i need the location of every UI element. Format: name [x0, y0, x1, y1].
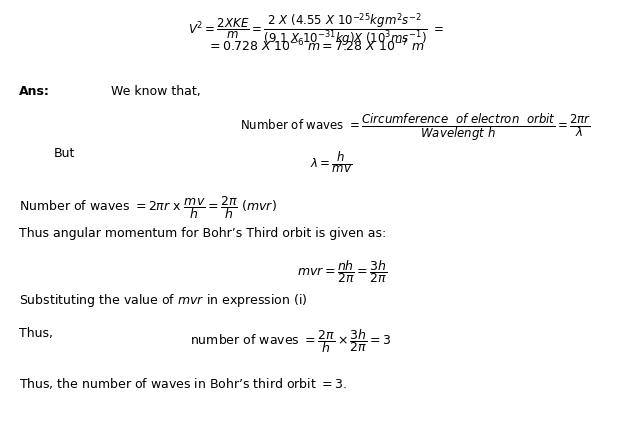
Text: $\mathit{mvr} = \dfrac{nh}{2\pi} = \dfrac{3h}{2\pi}$: $\mathit{mvr} = \dfrac{nh}{2\pi} = \dfra…	[297, 258, 387, 285]
Text: But: But	[54, 147, 75, 160]
Text: Substituting the value of $\mathit{mvr}$ in expression (i): Substituting the value of $\mathit{mvr}$…	[19, 292, 307, 309]
Text: Number of waves $= \dfrac{\mathit{Circumference\ \ of\ electron\ \ orbit}}{\math: Number of waves $= \dfrac{\mathit{Circum…	[240, 112, 592, 142]
Text: $\lambda = \dfrac{h}{mv}$: $\lambda = \dfrac{h}{mv}$	[310, 150, 352, 175]
Text: Thus, the number of waves in Bohr’s third orbit $= 3.$: Thus, the number of waves in Bohr’s thir…	[19, 375, 347, 390]
Text: $= 0.728\ X\ 10^{-6}\ m = 7.28\ X\ 10^{-7}\ m$: $= 0.728\ X\ 10^{-6}\ m = 7.28\ X\ 10^{-…	[207, 37, 425, 54]
Text: Number of waves $= 2\pi r$ x $\dfrac{mv}{h} = \dfrac{2\pi}{h}$ $\mathit{(mvr)}$: Number of waves $= 2\pi r$ x $\dfrac{mv}…	[19, 194, 277, 221]
Text: Thus,: Thus,	[19, 326, 53, 339]
Text: $V^2 = \dfrac{2XKE}{m} = \dfrac{2\ X\ (4.55\ X\ 10^{-25}kgm^2s^{-2}}{(9.1\ X\ 10: $V^2 = \dfrac{2XKE}{m} = \dfrac{2\ X\ (4…	[188, 12, 444, 49]
Text: number of waves $= \dfrac{2\pi}{h}\times\dfrac{3h}{2\pi} = 3$: number of waves $= \dfrac{2\pi}{h}\times…	[190, 326, 391, 354]
Text: We know that,: We know that,	[111, 85, 200, 98]
Text: Ans:: Ans:	[19, 85, 50, 98]
Text: Thus angular momentum for Bohr’s Third orbit is given as:: Thus angular momentum for Bohr’s Third o…	[19, 227, 386, 239]
